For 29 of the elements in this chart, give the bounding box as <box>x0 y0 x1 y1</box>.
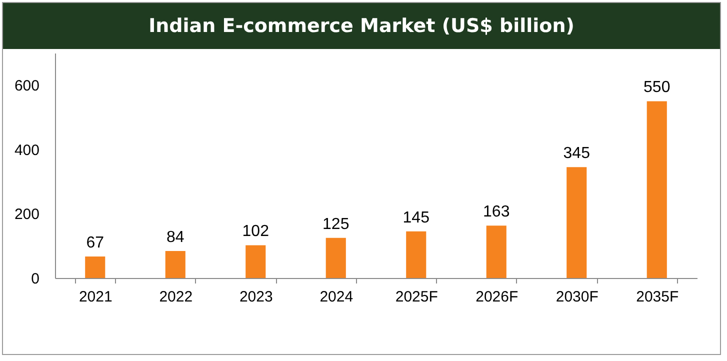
bar <box>85 256 106 278</box>
x-tick-label: 2024 <box>320 288 354 306</box>
y-tick-label: 0 <box>31 270 40 288</box>
bar <box>646 101 667 278</box>
x-tick-label: 2022 <box>159 288 193 306</box>
bar <box>326 238 346 278</box>
bar <box>165 251 186 278</box>
data-label: 550 <box>644 79 670 96</box>
bar <box>566 167 587 278</box>
data-label: 67 <box>86 234 104 252</box>
bar <box>486 226 506 278</box>
x-tick-label: 2023 <box>239 288 273 306</box>
x-tick-label: 2026F <box>476 288 518 306</box>
data-label: 145 <box>402 209 430 226</box>
data-label: 345 <box>563 145 590 162</box>
x-tick-label: 2035F <box>636 288 679 306</box>
y-tick-label: 600 <box>14 78 40 95</box>
y-tick-label: 200 <box>14 206 40 224</box>
chart-title: Indian E-commerce Market (US$ billion) <box>3 3 720 49</box>
x-tick-label: 2030F <box>556 288 598 306</box>
x-tick-label: 2021 <box>78 288 112 306</box>
data-label: 102 <box>242 223 270 240</box>
data-label: 125 <box>322 216 350 233</box>
bar <box>246 245 266 278</box>
x-tick-label: 2025F <box>395 288 438 306</box>
data-label: 84 <box>166 229 184 246</box>
data-label: 163 <box>483 204 510 221</box>
y-tick-label: 400 <box>14 142 40 159</box>
bar <box>406 231 426 278</box>
